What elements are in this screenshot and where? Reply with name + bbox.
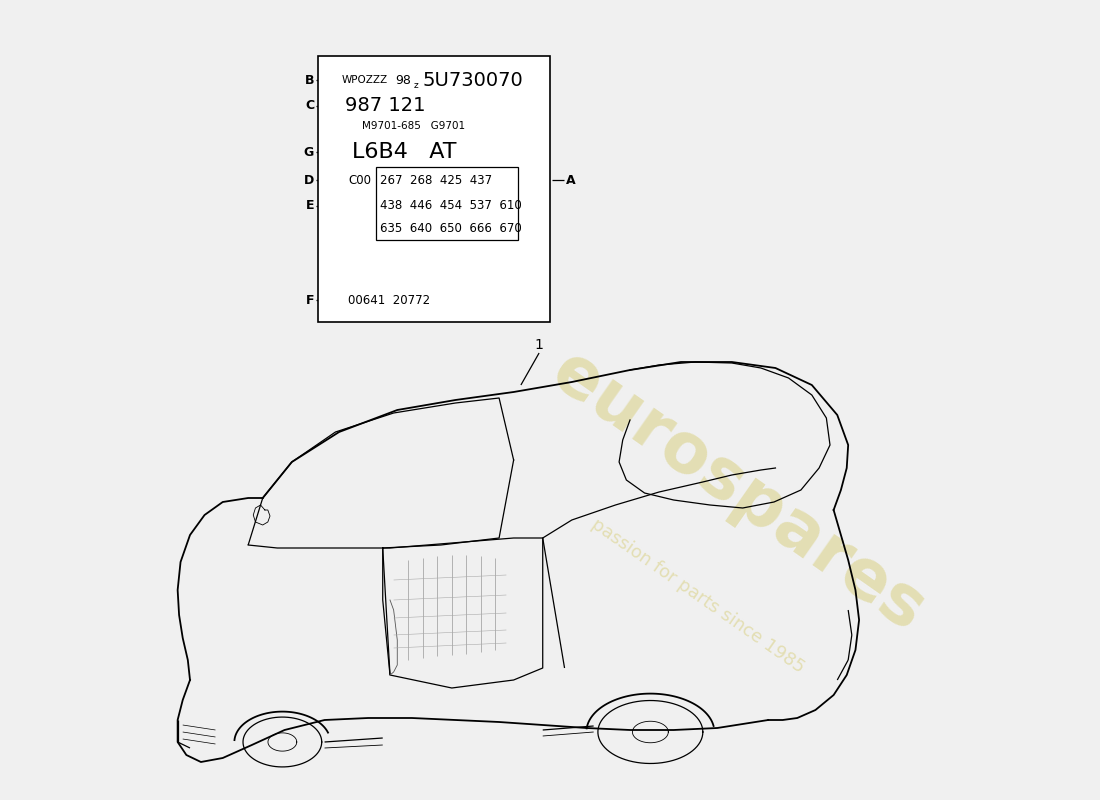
Text: B: B — [305, 74, 314, 86]
Text: 267  268  425  437: 267 268 425 437 — [379, 174, 492, 186]
Text: G: G — [304, 146, 313, 158]
Text: 1: 1 — [535, 338, 543, 352]
Text: z: z — [414, 81, 418, 90]
Text: D: D — [304, 174, 313, 186]
Text: C00: C00 — [349, 174, 372, 186]
Text: 635  640  650  666  670: 635 640 650 666 670 — [379, 222, 521, 234]
Text: 00641  20772: 00641 20772 — [349, 294, 430, 306]
Text: eurospares: eurospares — [539, 338, 937, 646]
Text: 438  446  454  537  610: 438 446 454 537 610 — [379, 199, 521, 212]
Text: 5U730070: 5U730070 — [422, 70, 522, 90]
Text: 98: 98 — [395, 74, 410, 86]
Text: C: C — [305, 99, 314, 112]
Text: E: E — [306, 199, 313, 212]
Bar — [375, 167, 518, 240]
Bar — [318, 56, 550, 322]
Text: 987 121: 987 121 — [345, 96, 426, 115]
Text: M9701-685   G9701: M9701-685 G9701 — [362, 122, 465, 131]
Text: F: F — [306, 294, 313, 306]
Text: WPOZZZ: WPOZZZ — [342, 75, 388, 85]
Text: passion for parts since 1985: passion for parts since 1985 — [588, 515, 807, 677]
Text: L6B4   AT: L6B4 AT — [352, 142, 456, 162]
Text: A: A — [566, 174, 575, 186]
